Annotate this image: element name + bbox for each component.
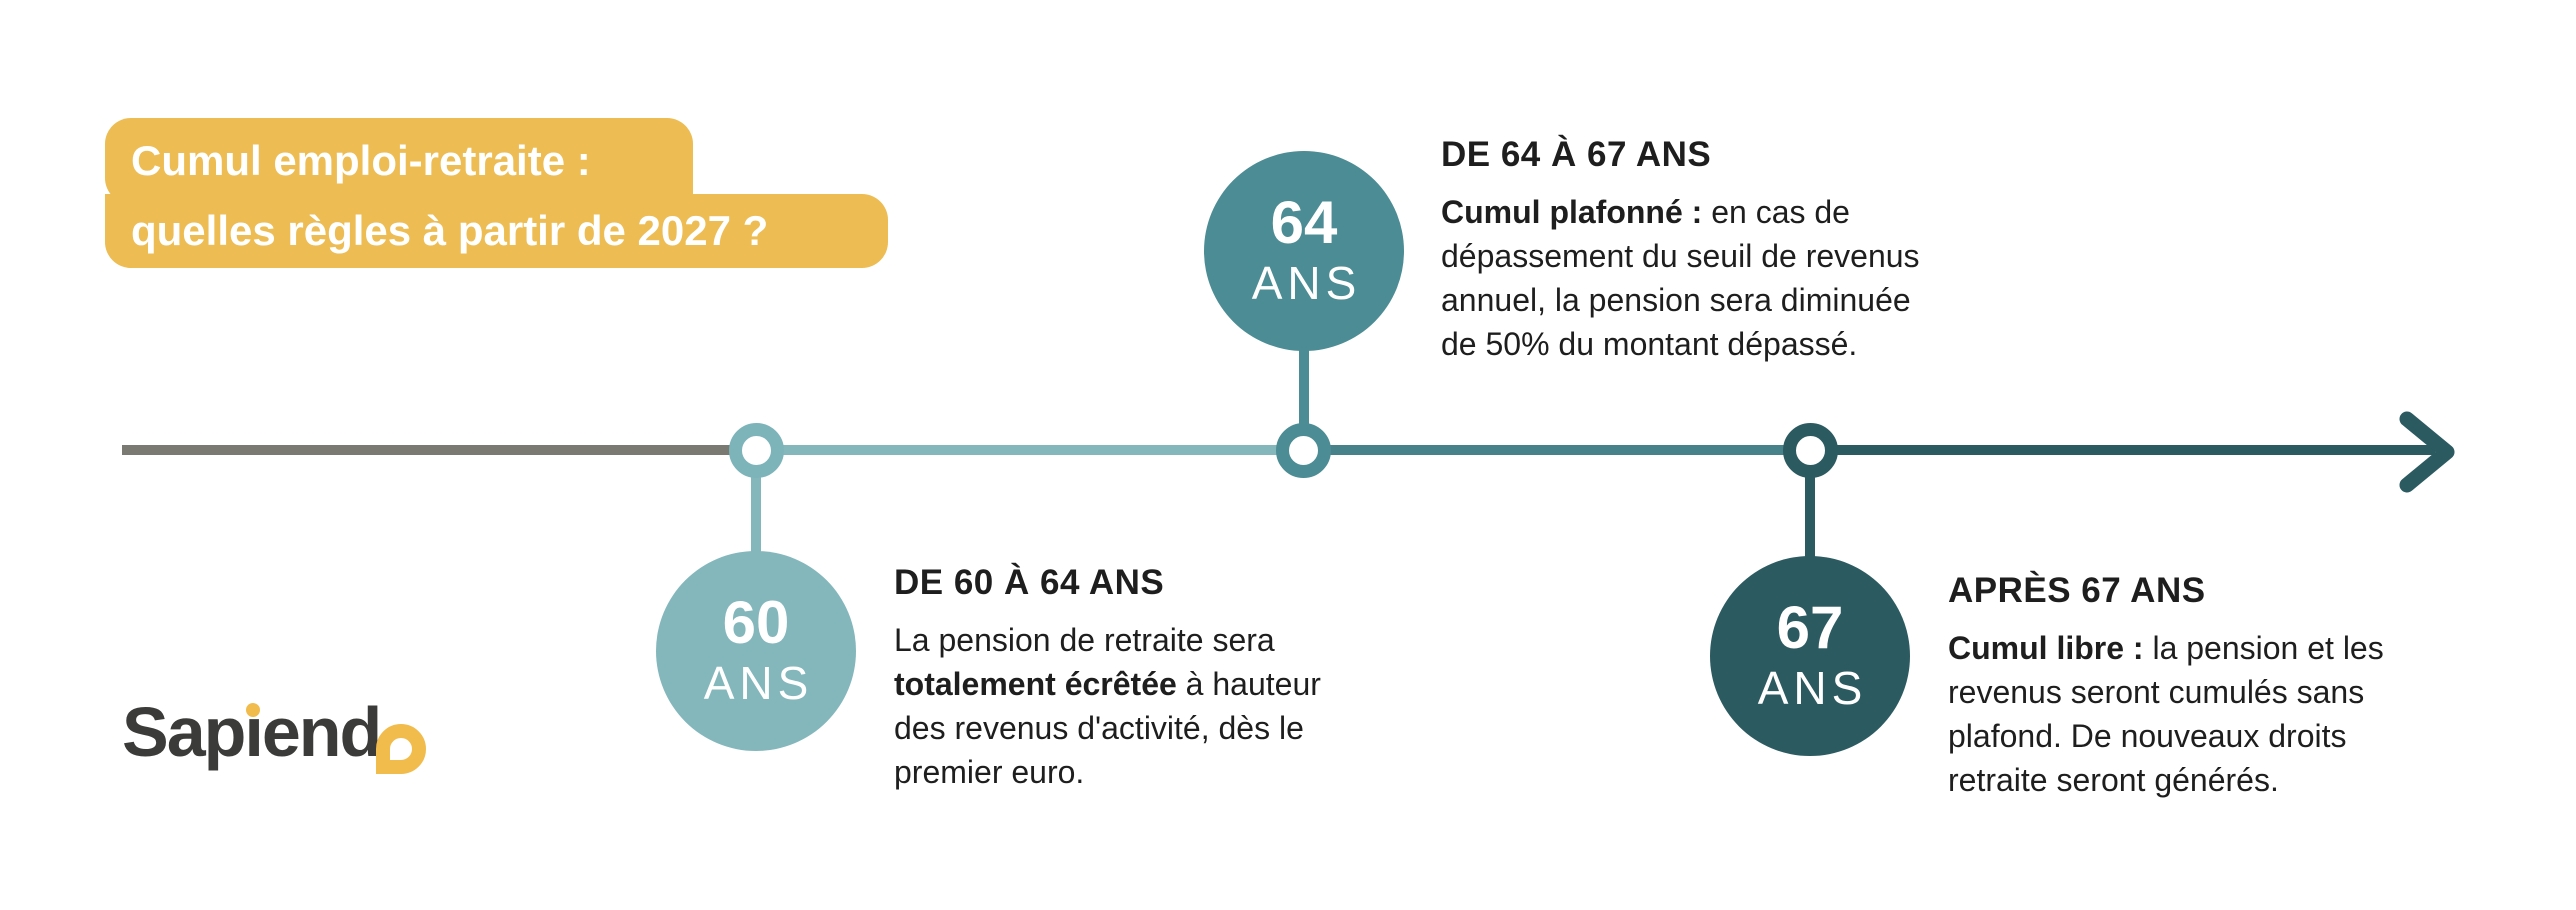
age-unit: ANS <box>1251 257 1362 309</box>
droplet-o-icon <box>376 724 426 774</box>
milestone-title: DE 60 À 64 ANS <box>894 563 1165 602</box>
logo-letter-i: ı <box>244 693 264 771</box>
milestone-line: de 50% du montant dépassé. <box>1441 326 1858 362</box>
milestone-text-67: APRÈS 67 ANS Cumul libre : la pension et… <box>1948 570 2488 802</box>
milestone-line: La pension de retraite sera <box>894 622 1275 658</box>
age-value: 64 <box>1270 189 1338 256</box>
age-value: 60 <box>722 589 790 656</box>
age-circle-60: 60 ANS <box>656 551 856 751</box>
timeline-marker-67 <box>1783 423 1838 478</box>
timeline-segment-after-67 <box>1832 445 2435 455</box>
milestone-text-64: DE 64 À 67 ANS Cumul plafonné : en cas d… <box>1441 134 1981 366</box>
milestone-line: retraite seront générés. <box>1948 762 2279 798</box>
connector-64 <box>1299 346 1309 430</box>
title-badge-line-2: quelles règles à partir de 2027 ? <box>105 194 888 268</box>
milestone-title: DE 64 À 67 ANS <box>1441 135 1712 174</box>
age-value: 67 <box>1776 594 1844 661</box>
logo-text-part2: end <box>261 693 382 771</box>
milestone-line: plafond. De nouveaux droits <box>1948 718 2347 754</box>
milestone-line: totalement écrêtée à hauteur <box>894 666 1321 702</box>
milestone-line: revenus seront cumulés sans <box>1948 674 2365 710</box>
sapiendo-logo: Sapı end <box>122 690 452 790</box>
timeline-marker-64 <box>1276 423 1331 478</box>
timeline-marker-60 <box>729 423 784 478</box>
age-unit: ANS <box>703 657 814 709</box>
title-badge-line-1: Cumul emploi-retraite : <box>105 118 693 204</box>
milestone-line: dépassement du seuil de revenus <box>1441 238 1920 274</box>
connector-67 <box>1805 472 1815 560</box>
milestone-line: annuel, la pension sera diminuée <box>1441 282 1911 318</box>
arrow-right-icon <box>2399 411 2455 493</box>
timeline-segment-64-67 <box>1326 445 1786 455</box>
milestone-line: Cumul plafonné : en cas de <box>1441 194 1850 230</box>
milestone-line: des revenus d'activité, dès le <box>894 710 1304 746</box>
age-unit: ANS <box>1757 662 1868 714</box>
milestone-text-60: DE 60 À 64 ANS La pension de retraite se… <box>894 562 1439 794</box>
milestone-title: APRÈS 67 ANS <box>1948 571 2206 610</box>
timeline-segment-start <box>122 445 734 455</box>
milestone-line: Cumul libre : la pension et les <box>1948 630 2384 666</box>
age-circle-67: 67 ANS <box>1710 556 1910 756</box>
connector-60 <box>751 472 761 556</box>
logo-text-part1: Sap <box>122 693 246 771</box>
timeline-segment-60-64 <box>778 445 1280 455</box>
logo-i-dot-icon <box>246 703 261 717</box>
milestone-line: premier euro. <box>894 754 1085 790</box>
age-circle-64: 64 ANS <box>1204 151 1404 351</box>
